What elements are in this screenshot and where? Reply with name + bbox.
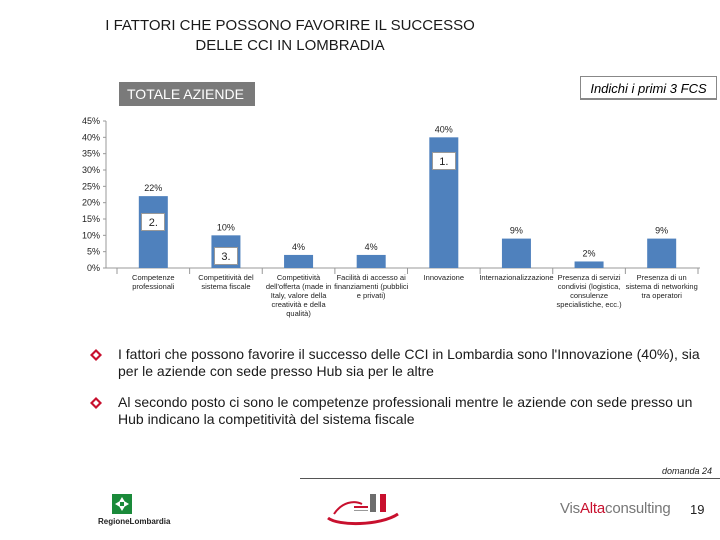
x-category-label: Facilità di accesso ai — [337, 273, 407, 282]
footer-divider — [300, 478, 720, 479]
y-tick-label: 20% — [82, 198, 100, 208]
y-tick-label: 15% — [82, 214, 100, 224]
bar-value-label: 9% — [655, 226, 668, 236]
x-category-label: specialistiche, ecc.) — [557, 300, 623, 309]
x-category-label: Innovazione — [424, 273, 464, 282]
x-category-label: Internazionalizzazione — [479, 273, 553, 282]
bullet-item: I fattori che possono favorire il succes… — [88, 346, 708, 380]
regione-lombardia-logo-icon — [112, 494, 132, 514]
bar-value-label: 9% — [510, 226, 523, 236]
x-category-label: Competitività — [277, 273, 321, 282]
x-category-label: e privati) — [357, 291, 386, 300]
bar-value-label: 40% — [435, 124, 453, 134]
y-tick-label: 5% — [87, 247, 100, 257]
bullet-text: I fattori che possono favorire il succes… — [118, 346, 700, 379]
x-category-label: Presenza di servizi — [558, 273, 621, 282]
bullet-item: Al secondo posto ci sono le competenze p… — [88, 394, 708, 428]
x-category-label: sistema di networking — [626, 282, 698, 291]
x-category-label: condivisi (logistica, — [558, 282, 621, 291]
x-category-label: creatività e della — [271, 300, 326, 309]
logo-part-alta: Alta — [579, 500, 606, 517]
y-tick-label: 0% — [87, 263, 100, 273]
bar-value-label: 2% — [583, 248, 596, 258]
segment-badge: TOTALE AZIENDE — [119, 82, 255, 106]
bullet-text: Al secondo posto ci sono le competenze p… — [118, 394, 693, 427]
x-category-label: professionali — [132, 282, 174, 291]
y-tick-label: 25% — [82, 181, 100, 191]
y-tick-label: 10% — [82, 230, 100, 240]
bar — [501, 238, 531, 268]
x-category-label: sistema fiscale — [201, 282, 250, 291]
bar-value-label: 10% — [217, 222, 235, 232]
bar — [284, 254, 314, 268]
y-tick-label: 40% — [82, 132, 100, 142]
x-category-label: qualità) — [286, 309, 311, 318]
bar-value-label: 4% — [365, 242, 378, 252]
rank-badge: 2. — [141, 213, 166, 231]
partner-logo-icon — [327, 494, 399, 526]
x-category-label: Italy, valore della — [271, 291, 328, 300]
rank-badge: 1. — [431, 152, 456, 170]
rank-badge: 3. — [213, 247, 238, 265]
logo-part-vis: Vis — [560, 500, 580, 517]
y-tick-label: 35% — [82, 149, 100, 159]
x-category-label: Presenza di un — [637, 273, 687, 282]
bar — [647, 238, 677, 268]
diamond-bullet-icon — [90, 349, 102, 361]
diamond-bullet-icon — [90, 397, 102, 409]
question-reference: domanda 24 — [662, 466, 713, 476]
x-category-label: finanziamenti (pubblici — [334, 282, 409, 291]
bar-value-label: 4% — [292, 242, 305, 252]
x-category-label: tra operatori — [641, 291, 682, 300]
bar — [574, 261, 604, 268]
bullet-list: I fattori che possono favorire il succes… — [88, 346, 708, 442]
bar — [138, 196, 168, 268]
y-tick-label: 45% — [82, 116, 100, 126]
x-category-label: Competenze — [132, 273, 175, 282]
regione-lombardia-logo-text: RegioneLombardia — [98, 517, 171, 526]
fcs-note: Indichi i primi 3 FCS — [580, 76, 717, 100]
y-tick-label: 30% — [82, 165, 100, 175]
x-category-label: consulenze — [570, 291, 608, 300]
bar — [356, 254, 386, 268]
slide-title: I FATTORI CHE POSSONO FAVORIRE IL SUCCES… — [105, 17, 475, 54]
bar-chart: 0% 5% 10% 15% 20% 25% 30% 35% 40% 45% 22% Competenz… — [82, 116, 700, 318]
visalta-consulting-logo: VisAltaconsulting — [560, 500, 671, 517]
bar-value-label: 22% — [144, 183, 162, 193]
page-number: 19 — [690, 502, 705, 517]
x-category-label: dell'offerta (made in — [266, 282, 332, 291]
x-category-label: Competitività del — [198, 273, 254, 282]
logo-part-consulting: consulting — [605, 500, 671, 517]
